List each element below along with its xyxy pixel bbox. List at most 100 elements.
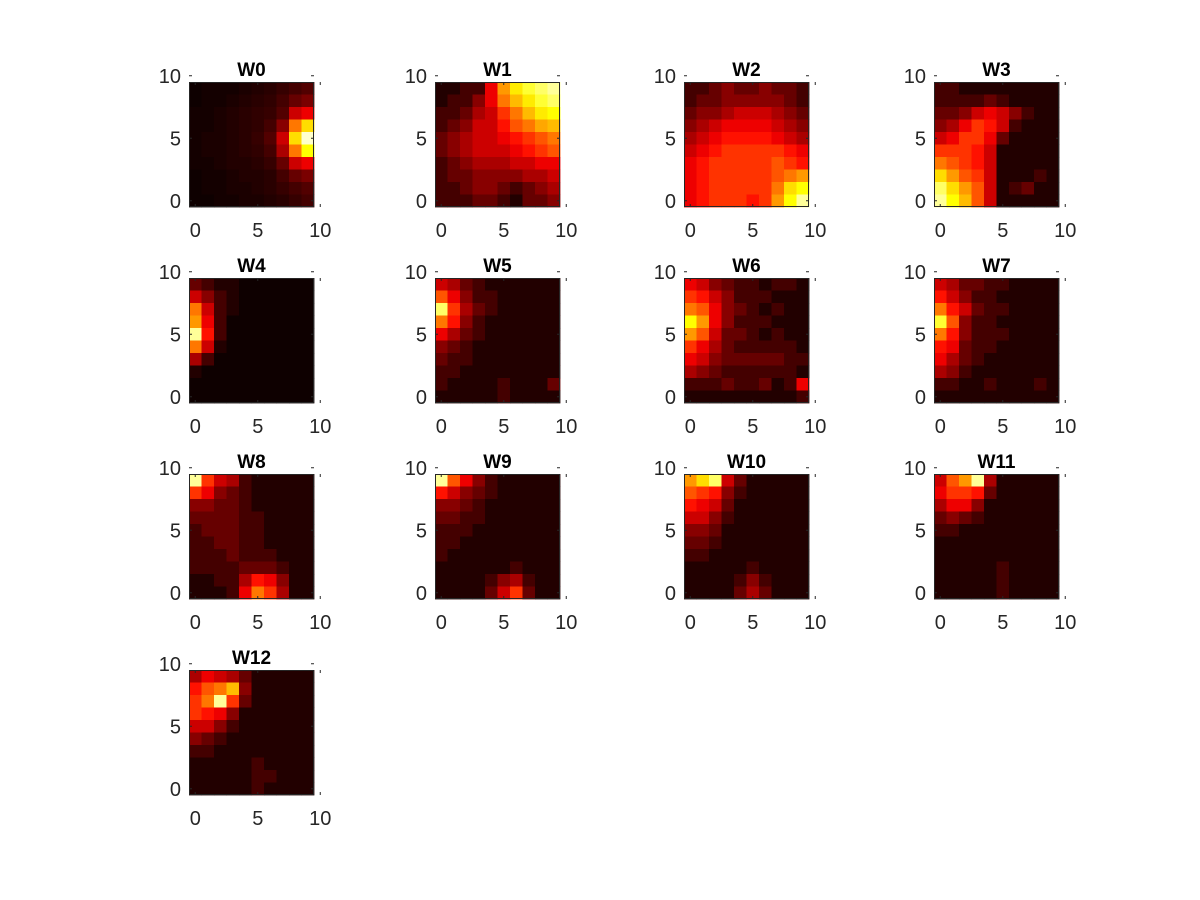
heatmap-cell — [946, 574, 960, 587]
heatmap-cell — [734, 536, 747, 550]
heatmap-cell — [226, 561, 240, 575]
heatmap-cell — [1021, 365, 1035, 379]
heatmap-cell — [959, 390, 972, 404]
y-tick-label: 10 — [159, 66, 181, 88]
heatmap-cell — [996, 499, 1010, 512]
heatmap-cell — [1034, 182, 1047, 195]
heatmap-cell — [547, 378, 561, 391]
heatmap-cell — [276, 707, 290, 721]
heatmap-cells — [189, 670, 315, 796]
heatmap-cell — [460, 169, 473, 183]
heatmap-cell — [447, 303, 461, 316]
y-tick-label: 0 — [170, 191, 181, 213]
heatmap-cell — [1021, 144, 1035, 158]
heatmap-cell — [796, 107, 810, 120]
heatmap-cell — [996, 474, 1010, 487]
heatmap-cell — [984, 303, 997, 316]
heatmap-cell — [447, 107, 461, 120]
heatmap-cell — [301, 82, 315, 95]
heatmap-cell — [276, 340, 290, 354]
heatmap-cells — [435, 474, 561, 600]
heatmap-cell — [721, 119, 735, 133]
heatmap-cell — [984, 378, 997, 391]
heatmap-cell — [684, 328, 697, 341]
heatmap-cell — [1034, 315, 1047, 329]
heatmap-cell — [301, 745, 315, 758]
heatmap-cell — [226, 770, 240, 783]
heatmap-cell — [946, 119, 960, 133]
heatmap-cell — [696, 290, 710, 304]
heatmap-cell — [984, 365, 997, 379]
heatmap-cell — [485, 94, 498, 108]
heatmap-cell — [734, 315, 747, 329]
heatmap-cell — [784, 119, 797, 133]
heatmap-cell — [946, 536, 960, 550]
heatmap-cell — [721, 486, 735, 500]
heatmap-cell — [721, 169, 735, 183]
heatmap-cell — [734, 353, 747, 366]
heatmap-cell — [497, 290, 511, 304]
heatmap-cell — [1021, 182, 1035, 195]
heatmap-cell — [759, 586, 772, 600]
heatmap-cell — [289, 107, 302, 120]
heatmap-cell — [472, 315, 486, 329]
heatmap-cell — [510, 586, 523, 600]
heatmap-cell — [435, 486, 448, 500]
heatmap-cell — [510, 328, 523, 341]
heatmap-cell — [547, 536, 561, 550]
heatmap-cell — [547, 290, 561, 304]
heatmap-cell — [472, 290, 486, 304]
y-tick-label: 0 — [915, 583, 926, 605]
heatmap-cell — [189, 549, 202, 562]
heatmap-cell — [276, 82, 290, 95]
heatmap-cell — [734, 524, 747, 537]
heatmap-cell — [535, 132, 548, 145]
heatmap-cell — [214, 390, 227, 404]
heatmap-cell — [264, 486, 277, 500]
heatmap-cell — [684, 524, 697, 537]
heatmap-cell — [1021, 549, 1035, 562]
heatmap-cell — [734, 169, 747, 183]
heatmap-cell — [251, 278, 265, 291]
heatmap-cell — [771, 303, 785, 316]
heatmap-cell — [460, 474, 473, 487]
heatmap-cell — [251, 194, 265, 208]
heatmap-cell — [796, 390, 810, 404]
heatmap-cell — [435, 119, 448, 133]
subplot-w0: 0 5 10 0 5 10 W0 — [159, 60, 332, 242]
heatmap-cell — [759, 390, 772, 404]
subplot-title: W9 — [483, 452, 512, 473]
heatmap-cell — [734, 549, 747, 562]
heatmap-cell — [1034, 328, 1047, 341]
heatmap-cell — [1034, 486, 1047, 500]
heatmap-cell — [984, 353, 997, 366]
heatmap-cell — [485, 499, 498, 512]
heatmap-cell — [226, 536, 240, 550]
heatmap-cell — [934, 574, 947, 587]
heatmap-cell — [189, 670, 202, 683]
heatmap-cell — [771, 132, 785, 145]
heatmap-cell — [746, 315, 760, 329]
heatmap-cell — [276, 524, 290, 537]
x-tick-label: 0 — [190, 612, 201, 634]
heatmap-cell — [276, 474, 290, 487]
heatmap-cell — [996, 194, 1010, 208]
heatmap-cell — [460, 511, 473, 525]
heatmap-cell — [522, 144, 536, 158]
y-tick-label: 0 — [416, 387, 427, 409]
heatmap-cell — [472, 353, 486, 366]
y-tick-label: 0 — [665, 387, 676, 409]
heatmap-cell — [472, 549, 486, 562]
heatmap-cell — [1034, 340, 1047, 354]
heatmap-cell — [239, 315, 252, 329]
heatmap-cell — [214, 303, 227, 316]
subplot-w2: 0 5 10 0 5 10 W2 — [654, 60, 827, 242]
heatmap-cell — [535, 82, 548, 95]
heatmap-cell — [721, 303, 735, 316]
heatmap-cell — [497, 144, 511, 158]
heatmap-cell — [535, 586, 548, 600]
heatmap-cell — [946, 194, 960, 208]
heatmap-cell — [1021, 390, 1035, 404]
heatmap-cell — [959, 82, 972, 95]
heatmap-cell — [1046, 82, 1060, 95]
